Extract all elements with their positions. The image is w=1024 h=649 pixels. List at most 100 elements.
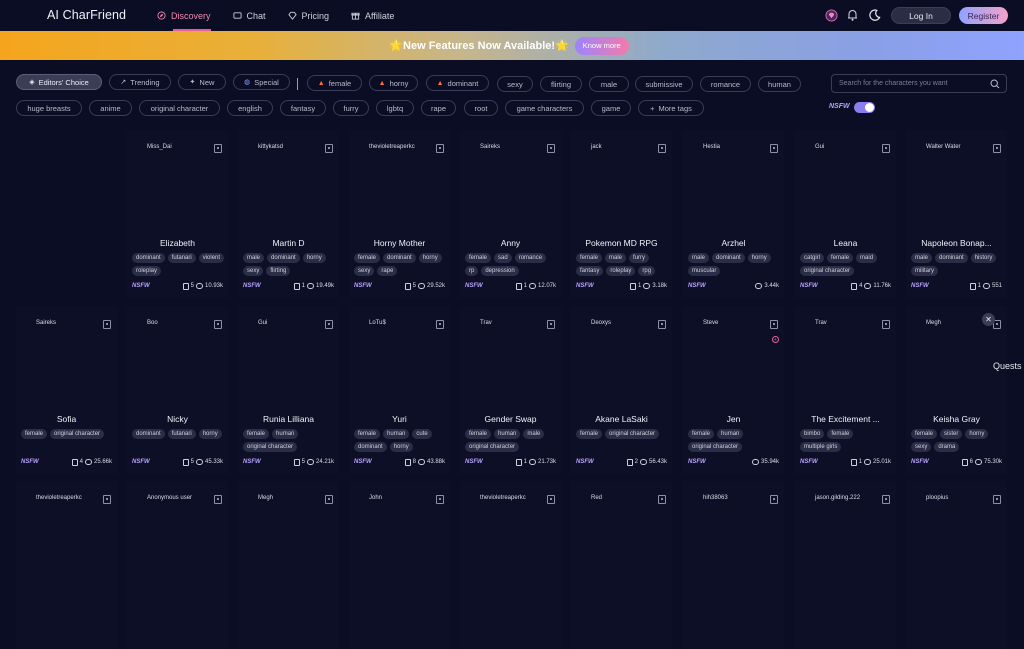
creator-name[interactable]: Gui: [258, 320, 268, 326]
character-tag[interactable]: roleplay: [606, 266, 636, 276]
character-tag[interactable]: human: [494, 429, 521, 439]
moon-icon[interactable]: [867, 8, 881, 22]
character-card[interactable]: Saireks Anny female sad romance rp depression N…: [460, 130, 561, 298]
creator-name[interactable]: Trav: [480, 320, 492, 326]
character-card[interactable]: thevioletreaperkc: [16, 481, 117, 649]
character-tag[interactable]: original character: [688, 442, 743, 452]
character-card[interactable]: Trav The Excitement ... bimbo female multipl…: [795, 306, 896, 474]
character-tag[interactable]: male: [688, 253, 710, 263]
creator-name[interactable]: LoTu$: [369, 320, 386, 326]
character-card[interactable]: kittykatsd Martin D male dominant horny sexy f…: [238, 130, 339, 298]
character-tag[interactable]: history: [970, 253, 997, 263]
creator-name[interactable]: Boo: [147, 320, 158, 326]
tag-human[interactable]: human: [758, 76, 801, 92]
premium-gem-icon[interactable]: [824, 8, 838, 22]
creator-name[interactable]: Megh: [926, 320, 942, 326]
tag-romance[interactable]: romance: [700, 76, 751, 92]
character-card[interactable]: LoTu$ Yuri female human cute dominant horny NSF…: [349, 306, 450, 474]
nav-pricing[interactable]: Pricing: [287, 0, 329, 31]
character-tag[interactable]: catgirl: [800, 253, 825, 263]
bookmark-icon[interactable]: [547, 495, 555, 504]
bookmark-icon[interactable]: [547, 320, 555, 329]
character-tag[interactable]: sexy: [911, 442, 932, 452]
character-tag[interactable]: female: [354, 253, 381, 263]
avatar[interactable]: [689, 143, 698, 152]
creator-name[interactable]: Red: [591, 495, 603, 501]
character-card[interactable]: Hestia Arzhel male dominant horny muscular NSF…: [683, 130, 784, 298]
bookmark-icon[interactable]: [214, 495, 222, 504]
character-tag[interactable]: female: [465, 253, 492, 263]
login-button[interactable]: Log In: [891, 7, 951, 24]
character-card[interactable]: thevioletreaperkc Horny Mother female domin…: [349, 130, 450, 298]
tag-flirting[interactable]: flirting: [540, 76, 582, 92]
character-card[interactable]: thevioletreaperkc: [460, 481, 561, 649]
tag-male[interactable]: male: [589, 76, 629, 92]
character-tag[interactable]: female: [911, 429, 938, 439]
avatar[interactable]: [801, 143, 810, 152]
avatar[interactable]: [577, 319, 586, 328]
character-tag[interactable]: bimbo: [800, 429, 825, 439]
character-tag[interactable]: rape: [377, 266, 398, 276]
character-card[interactable]: Red: [571, 481, 672, 649]
character-tag[interactable]: male: [523, 429, 545, 439]
character-tag[interactable]: multiple girls: [800, 442, 842, 452]
character-tag[interactable]: female: [354, 429, 381, 439]
avatar[interactable]: [133, 143, 142, 152]
character-tag[interactable]: futanari: [167, 429, 196, 439]
character-tag[interactable]: sexy: [354, 266, 375, 276]
bookmark-icon[interactable]: [325, 144, 333, 153]
app-logo[interactable]: AI CharFriend: [47, 8, 127, 22]
character-card[interactable]: Miss_Dai Elizabeth dominant futanari violent…: [127, 130, 228, 298]
creator-name[interactable]: thevioletreaperkc: [369, 144, 415, 150]
character-tag[interactable]: horny: [302, 253, 326, 263]
bookmark-icon[interactable]: [214, 320, 222, 329]
character-card[interactable]: Deoxys Akane LaSaki female original charact…: [571, 306, 672, 474]
character-tag[interactable]: dominant: [132, 253, 165, 263]
avatar[interactable]: [577, 143, 586, 152]
character-tag[interactable]: horny: [747, 253, 771, 263]
character-tag[interactable]: male: [911, 253, 933, 263]
character-card[interactable]: Anonymous user: [127, 481, 228, 649]
avatar[interactable]: [22, 319, 31, 328]
character-tag[interactable]: male: [605, 253, 627, 263]
character-tag[interactable]: depression: [481, 266, 519, 276]
creator-name[interactable]: jason.gilding.222: [815, 495, 861, 501]
character-tag[interactable]: dominant: [935, 253, 968, 263]
filter-editors-choice[interactable]: ◈ Editors' Choice: [16, 74, 102, 90]
character-card[interactable]: hih38063: [683, 481, 784, 649]
avatar[interactable]: [244, 494, 253, 503]
avatar[interactable]: [22, 494, 31, 503]
character-tag[interactable]: female: [576, 429, 603, 439]
quests-panel-label[interactable]: Quests: [993, 361, 1022, 371]
character-tag[interactable]: romance: [514, 253, 547, 263]
character-card[interactable]: jack Pokemon MD RPG female male furry fantasy…: [571, 130, 672, 298]
character-tag[interactable]: original character: [800, 266, 855, 276]
bookmark-icon[interactable]: [770, 320, 778, 329]
add-icon[interactable]: +: [772, 336, 779, 343]
tag-female[interactable]: ▲ female: [307, 75, 362, 91]
character-tag[interactable]: male: [243, 253, 265, 263]
character-tag[interactable]: sad: [494, 253, 512, 263]
tag-anime[interactable]: anime: [89, 100, 132, 116]
bookmark-icon[interactable]: [770, 495, 778, 504]
bookmark-icon[interactable]: [103, 320, 111, 329]
creator-name[interactable]: Saireks: [36, 320, 57, 326]
creator-name[interactable]: Walter Water: [926, 144, 961, 150]
bookmark-icon[interactable]: [882, 495, 890, 504]
nsfw-toggle[interactable]: [854, 102, 875, 113]
creator-name[interactable]: thevioletreaperkc: [480, 495, 526, 501]
avatar[interactable]: [577, 494, 586, 503]
creator-name[interactable]: Saireks: [480, 144, 501, 150]
character-tag[interactable]: rpg: [638, 266, 656, 276]
character-tag[interactable]: military: [911, 266, 938, 276]
character-tag[interactable]: original character: [465, 442, 520, 452]
bookmark-icon[interactable]: [325, 495, 333, 504]
creator-name[interactable]: kittykatsd: [258, 144, 284, 150]
bookmark-icon[interactable]: [993, 144, 1001, 153]
tag-furry[interactable]: furry: [333, 100, 369, 116]
character-tag[interactable]: horny: [389, 442, 413, 452]
avatar[interactable]: [355, 494, 364, 503]
tag-original-character[interactable]: original character: [139, 100, 220, 116]
character-tag[interactable]: roleplay: [132, 266, 162, 276]
avatar[interactable]: [912, 319, 921, 328]
